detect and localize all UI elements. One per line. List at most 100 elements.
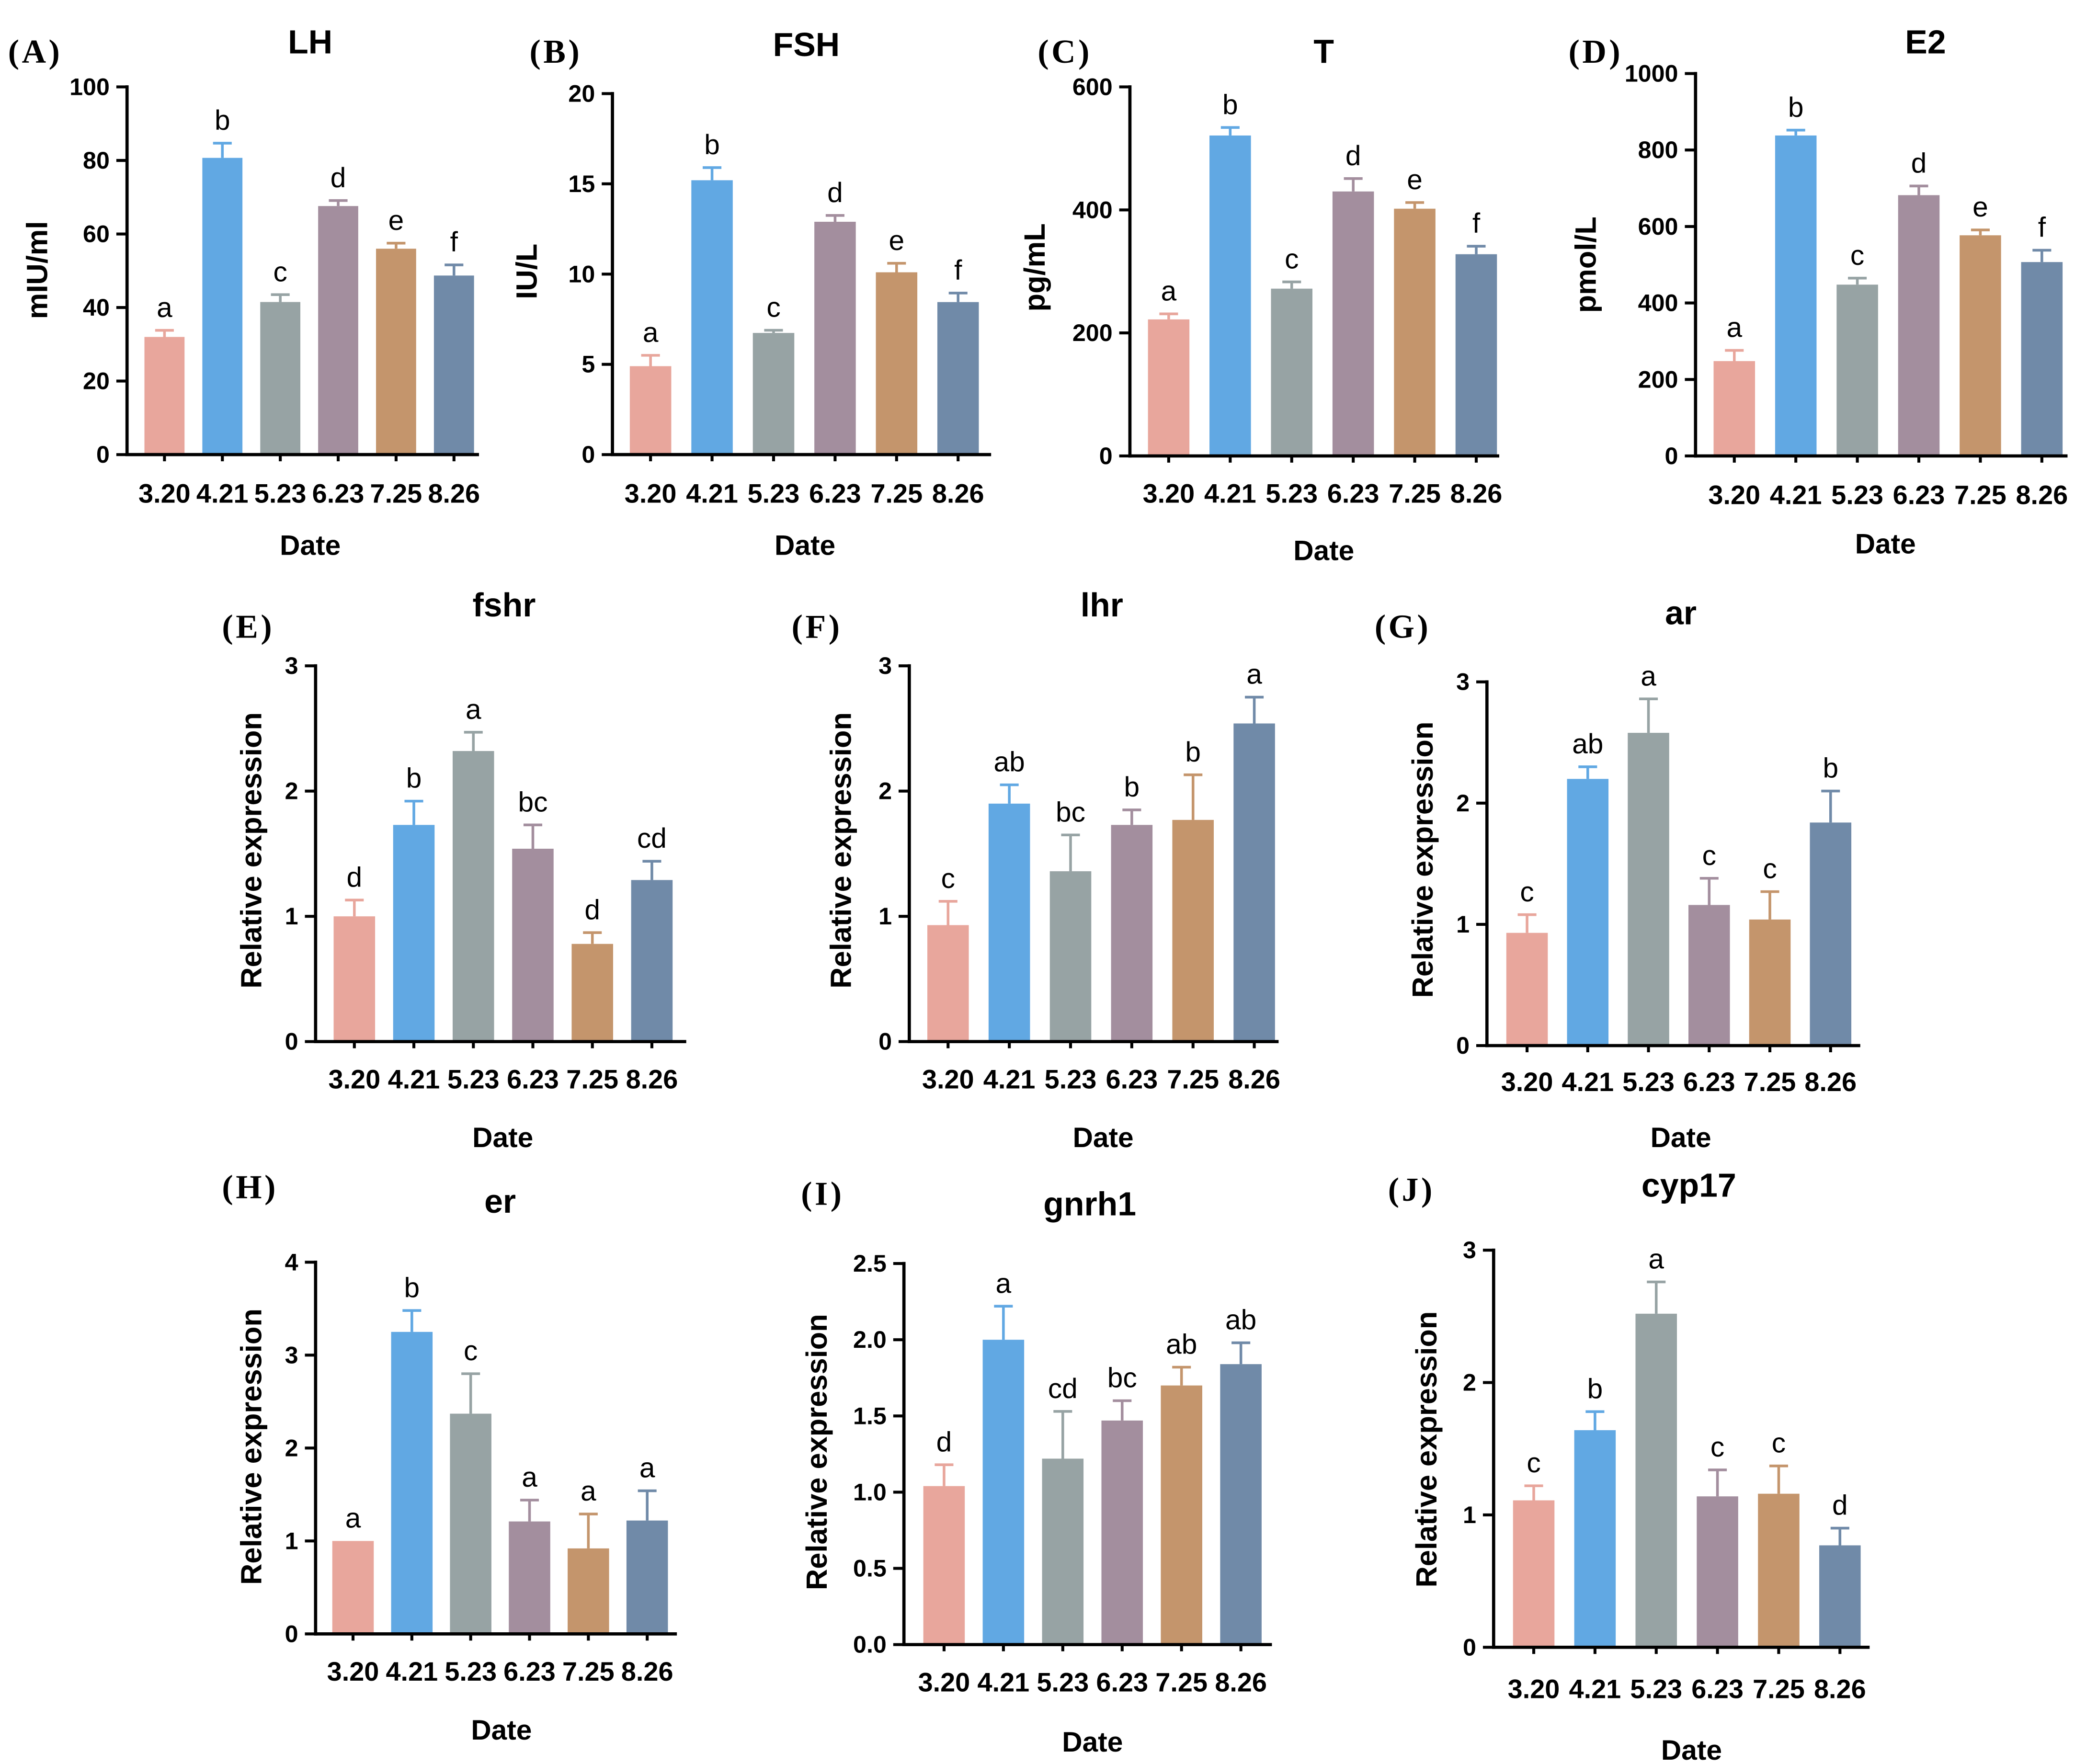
x-tick-label: 5.23 (748, 478, 800, 509)
y-tick-label: 3 (1456, 669, 1470, 695)
error-bar (1971, 228, 1990, 236)
y-tick-label: 400 (1072, 196, 1113, 223)
significance-label: a (466, 694, 481, 725)
bar-4-21 (202, 158, 243, 455)
panel-i: (I) gnrh1 d 3.20 a 4.21 cd 5.23 bc 6.23 ab 7.25 ab 8.… (800, 1175, 1272, 1758)
significance-label: a (157, 292, 172, 323)
significance-label: f (450, 227, 458, 258)
error-bar (271, 293, 290, 302)
x-axis-label: Date (471, 1715, 532, 1746)
error-bar (583, 931, 602, 944)
panel-label: (H) (222, 1169, 278, 1206)
bar-4-21 (1574, 1430, 1616, 1648)
y-tick-label: 100 (69, 73, 110, 100)
significance-label: c (1527, 1447, 1540, 1479)
error-bar (579, 1513, 598, 1548)
panel-label: (D) (1569, 34, 1623, 70)
y-tick-label: 3 (878, 652, 892, 679)
error-bar (1760, 890, 1779, 920)
y-tick-label: 3 (285, 652, 298, 679)
error-bar (1909, 184, 1928, 195)
bar-7-25 (1161, 1385, 1202, 1645)
significance-label: b (404, 1272, 420, 1303)
bar-5-23 (450, 1413, 491, 1634)
significance-label: ab (1225, 1305, 1256, 1336)
error-bar (155, 329, 174, 337)
significance-label: bc (518, 786, 548, 818)
y-axis-label: Relative expression (1406, 722, 1439, 998)
x-tick-label: 5.23 (1045, 1064, 1097, 1094)
significance-label: c (1520, 876, 1534, 908)
panel-label: (G) (1375, 609, 1431, 646)
x-tick-label: 7.25 (1167, 1064, 1219, 1094)
panel-label: (J) (1388, 1172, 1435, 1208)
bar-6-23 (814, 221, 856, 455)
significance-label: c (464, 1335, 478, 1366)
significance-label: a (639, 1453, 655, 1484)
bar-6-23 (1111, 825, 1153, 1042)
chart-title: gnrh1 (1043, 1185, 1136, 1223)
chart-title: ar (1665, 594, 1697, 632)
y-tick-label: 0 (581, 441, 595, 468)
bar-3-20 (1713, 361, 1755, 456)
bar-8-26 (1819, 1545, 1861, 1648)
error-bar (703, 166, 722, 181)
x-tick-label: 6.23 (1096, 1667, 1148, 1697)
y-tick-label: 400 (1638, 290, 1678, 317)
bar-7-25 (876, 272, 918, 455)
y-axis-label: Relative expression (800, 1314, 833, 1590)
x-tick-label: 4.21 (1204, 478, 1256, 509)
y-tick-label: 200 (1638, 366, 1678, 393)
bar-5-23 (1836, 285, 1878, 456)
error-bar (402, 1309, 422, 1332)
x-tick-label: 7.25 (1744, 1067, 1796, 1097)
error-bar (1053, 1410, 1072, 1459)
x-tick-label: 5.23 (1622, 1067, 1675, 1097)
y-tick-label: 1 (285, 903, 298, 930)
x-tick-label: 6.23 (1106, 1064, 1158, 1094)
bar-8-26 (1810, 822, 1852, 1046)
y-tick-label: 800 (1638, 137, 1678, 163)
significance-label: b (406, 763, 422, 794)
bar-6-23 (1898, 195, 1940, 456)
y-tick-label: 1000 (1625, 60, 1678, 87)
y-tick-label: 1 (1463, 1502, 1476, 1528)
bar-7-25 (1960, 235, 2001, 456)
significance-label: bc (1056, 797, 1085, 828)
error-bar (1061, 833, 1080, 872)
y-tick-label: 5 (581, 351, 595, 378)
error-bar (523, 823, 543, 849)
error-bar (1647, 1280, 1666, 1314)
y-tick-label: 2 (1463, 1369, 1476, 1396)
bar-6-23 (1697, 1496, 1738, 1648)
significance-label: a (1641, 660, 1656, 692)
x-axis-label: Date (775, 530, 835, 561)
x-tick-label: 6.23 (507, 1064, 559, 1094)
significance-label: d (584, 894, 600, 925)
bar-7-25 (1749, 919, 1791, 1046)
significance-label: cd (1048, 1373, 1078, 1404)
error-bar (764, 329, 783, 333)
x-tick-label: 8.26 (1804, 1067, 1857, 1097)
error-bar (935, 1463, 954, 1486)
x-tick-label: 6.23 (1327, 478, 1379, 509)
bar-5-23 (1271, 288, 1313, 456)
significance-label: bc (1107, 1363, 1137, 1394)
x-tick-label: 7.25 (1954, 479, 2006, 510)
x-tick-label: 5.23 (447, 1064, 500, 1094)
x-tick-label: 3.20 (625, 478, 677, 509)
y-tick-label: 1 (878, 903, 892, 930)
y-tick-label: 1 (1456, 911, 1470, 938)
x-tick-label: 8.26 (2016, 479, 2068, 510)
y-tick-label: 0.5 (853, 1555, 887, 1582)
significance-label: b (1124, 772, 1140, 803)
x-tick-label: 4.21 (686, 478, 738, 509)
bar-4-21 (393, 825, 435, 1042)
error-bar (387, 241, 406, 249)
chart-title: lhr (1081, 586, 1123, 624)
x-tick-label: 7.25 (562, 1656, 615, 1686)
x-tick-label: 4.21 (1770, 479, 1822, 510)
significance-label: e (388, 205, 404, 236)
error-bar (1699, 876, 1719, 905)
